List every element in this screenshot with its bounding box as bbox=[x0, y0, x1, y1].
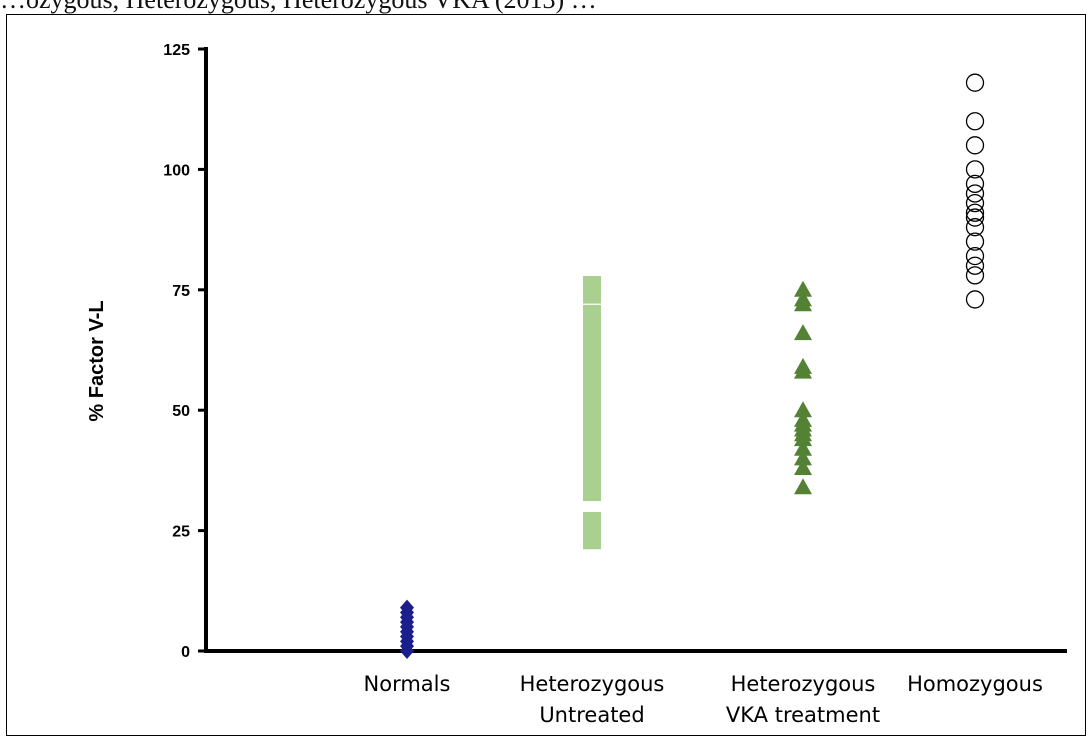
data-point-homozygous bbox=[965, 232, 985, 251]
data-point-heterozygous-untreated bbox=[583, 275, 601, 294]
data-point-homozygous bbox=[965, 290, 985, 309]
x-category-label: Homozygous bbox=[907, 672, 1043, 696]
y-axis-label: % Factor V-L bbox=[86, 300, 108, 421]
data-point-heterozygous-vka bbox=[794, 449, 812, 466]
data-point-homozygous bbox=[965, 73, 985, 92]
data-point-homozygous bbox=[965, 112, 985, 131]
y-axis: 0 25 50 75 100 125 bbox=[163, 42, 208, 661]
data-point-normals bbox=[400, 599, 414, 616]
data-point-homozygous bbox=[965, 218, 985, 237]
x-category-label: Heterozygous VKA treatment bbox=[726, 672, 880, 727]
data-point-homozygous bbox=[965, 203, 985, 222]
data-point-heterozygous-vka bbox=[794, 357, 812, 374]
x-category-label-line: Heterozygous bbox=[520, 672, 665, 696]
data-point-homozygous bbox=[965, 136, 985, 155]
data-point-homozygous bbox=[965, 208, 985, 227]
figure-caption: …ozygous, Heterozygous, Heterozygous VKA… bbox=[0, 0, 1092, 14]
y-tick-label: 25 bbox=[172, 524, 190, 541]
x-category-label-line: Homozygous bbox=[907, 672, 1043, 696]
data-point-homozygous bbox=[965, 256, 985, 275]
y-tick-label: 0 bbox=[181, 644, 190, 661]
data-points bbox=[400, 73, 985, 659]
data-point-homozygous bbox=[965, 266, 985, 285]
scatter-chart: 0 25 50 75 100 125 Normals Heterozygous Untreat… bbox=[86, 42, 1067, 727]
data-point-heterozygous-vka bbox=[794, 290, 812, 307]
x-category-label-line: VKA treatment bbox=[726, 703, 880, 727]
x-category-label: Heterozygous Untreated bbox=[520, 672, 665, 727]
data-point-homozygous bbox=[965, 184, 985, 203]
data-point-heterozygous-vka bbox=[794, 401, 812, 418]
data-point-homozygous bbox=[965, 246, 985, 266]
data-point-heterozygous-vka bbox=[794, 280, 812, 297]
y-tick-label: 125 bbox=[163, 42, 190, 59]
data-point-homozygous bbox=[965, 174, 985, 193]
x-axis: Normals Heterozygous UntreatedHeterozygous… bbox=[204, 649, 1067, 727]
x-category-label: Normals bbox=[364, 672, 451, 696]
data-point-heterozygous-vka bbox=[794, 458, 812, 475]
x-category-label-line: Untreated bbox=[539, 703, 644, 727]
data-point-heterozygous-vka bbox=[794, 324, 812, 341]
data-point-heterozygous-vka bbox=[794, 478, 812, 495]
data-point-heterozygous-vka bbox=[794, 410, 812, 427]
chart-frame: 0 25 50 75 100 125 Normals Heterozygous Untreat… bbox=[6, 14, 1086, 736]
y-tick-label: 75 bbox=[172, 283, 190, 300]
data-point-homozygous bbox=[965, 160, 985, 179]
x-category-label-line: Normals bbox=[364, 672, 451, 696]
y-tick-label: 100 bbox=[163, 162, 190, 179]
data-point-heterozygous-untreated bbox=[583, 511, 601, 530]
data-point-heterozygous-untreated bbox=[583, 304, 601, 323]
x-category-label-line: Heterozygous bbox=[731, 672, 876, 696]
data-point-heterozygous-vka bbox=[794, 439, 812, 456]
data-point-heterozygous-untreated bbox=[583, 463, 601, 482]
data-point-homozygous bbox=[965, 193, 985, 213]
y-tick-label: 50 bbox=[172, 403, 190, 420]
